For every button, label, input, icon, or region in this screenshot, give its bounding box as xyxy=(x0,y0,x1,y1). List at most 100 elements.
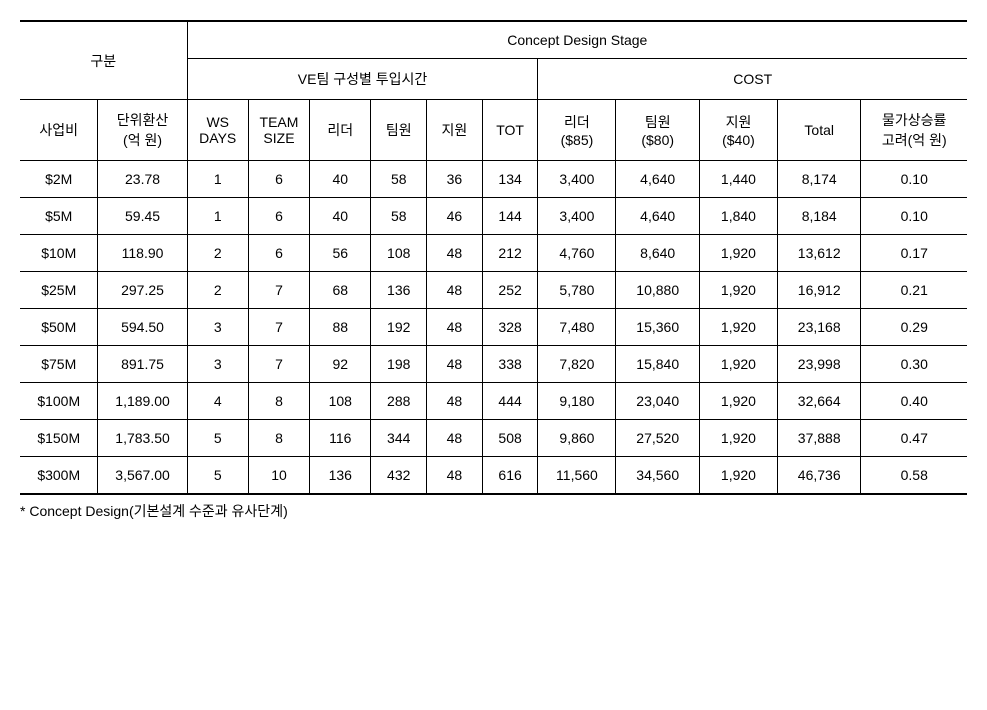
th-sub-cost: COST xyxy=(538,59,967,100)
cell-c10: 15,360 xyxy=(616,309,700,346)
cell-c2: 1,783.50 xyxy=(98,420,187,457)
cell-c1: $10M xyxy=(20,235,98,272)
cell-c2: 594.50 xyxy=(98,309,187,346)
cell-c3: 5 xyxy=(187,457,248,495)
table-row: $2M23.78164058361343,4004,6401,4408,1740… xyxy=(20,161,967,198)
cell-c9: 5,780 xyxy=(538,272,616,309)
cell-c6: 344 xyxy=(371,420,427,457)
cell-c6: 58 xyxy=(371,198,427,235)
cell-c6: 136 xyxy=(371,272,427,309)
cell-c4: 6 xyxy=(248,161,309,198)
cell-c3: 3 xyxy=(187,309,248,346)
cell-c4: 7 xyxy=(248,309,309,346)
th-col9: 리더($85) xyxy=(538,100,616,161)
cell-c3: 1 xyxy=(187,198,248,235)
cell-c13: 0.58 xyxy=(861,457,967,495)
cell-c11: 1,840 xyxy=(699,198,777,235)
cell-c12: 8,184 xyxy=(777,198,861,235)
cell-c4: 7 xyxy=(248,346,309,383)
cell-c2: 3,567.00 xyxy=(98,457,187,495)
th-sub-ve: VE팀 구성별 투입시간 xyxy=(187,59,538,100)
th-col10: 팀원($80) xyxy=(616,100,700,161)
th-col7: 지원 xyxy=(427,100,483,161)
cell-c8: 508 xyxy=(482,420,538,457)
cell-c13: 0.10 xyxy=(861,198,967,235)
th-col8: TOT xyxy=(482,100,538,161)
cell-c4: 7 xyxy=(248,272,309,309)
cell-c3: 2 xyxy=(187,272,248,309)
cell-c10: 10,880 xyxy=(616,272,700,309)
th-col11: 지원($40) xyxy=(699,100,777,161)
cell-c1: $300M xyxy=(20,457,98,495)
cell-c4: 6 xyxy=(248,235,309,272)
cell-c6: 192 xyxy=(371,309,427,346)
cell-c7: 48 xyxy=(427,235,483,272)
cell-c8: 616 xyxy=(482,457,538,495)
cell-c6: 58 xyxy=(371,161,427,198)
cell-c3: 3 xyxy=(187,346,248,383)
cell-c12: 32,664 xyxy=(777,383,861,420)
cell-c8: 444 xyxy=(482,383,538,420)
th-col13: 물가상승률고려(억 원) xyxy=(861,100,967,161)
cell-c5: 92 xyxy=(310,346,371,383)
cell-c10: 15,840 xyxy=(616,346,700,383)
cell-c13: 0.47 xyxy=(861,420,967,457)
cell-c6: 288 xyxy=(371,383,427,420)
cell-c13: 0.30 xyxy=(861,346,967,383)
cell-c13: 0.21 xyxy=(861,272,967,309)
cell-c5: 108 xyxy=(310,383,371,420)
cell-c7: 48 xyxy=(427,420,483,457)
table-row: $150M1,783.5058116344485089,86027,5201,9… xyxy=(20,420,967,457)
cell-c11: 1,440 xyxy=(699,161,777,198)
cell-c9: 3,400 xyxy=(538,161,616,198)
cell-c13: 0.17 xyxy=(861,235,967,272)
cell-c10: 34,560 xyxy=(616,457,700,495)
cell-c7: 48 xyxy=(427,272,483,309)
th-col6: 팀원 xyxy=(371,100,427,161)
cell-c1: $50M xyxy=(20,309,98,346)
th-group-left: 구분 xyxy=(20,21,187,100)
table-row: $50M594.503788192483287,48015,3601,92023… xyxy=(20,309,967,346)
cell-c3: 5 xyxy=(187,420,248,457)
cell-c8: 252 xyxy=(482,272,538,309)
cell-c11: 1,920 xyxy=(699,309,777,346)
table-row: $25M297.252768136482525,78010,8801,92016… xyxy=(20,272,967,309)
cell-c8: 212 xyxy=(482,235,538,272)
cell-c1: $100M xyxy=(20,383,98,420)
cell-c1: $150M xyxy=(20,420,98,457)
cell-c9: 3,400 xyxy=(538,198,616,235)
cell-c11: 1,920 xyxy=(699,346,777,383)
cell-c12: 16,912 xyxy=(777,272,861,309)
cell-c10: 23,040 xyxy=(616,383,700,420)
cell-c6: 432 xyxy=(371,457,427,495)
cell-c5: 88 xyxy=(310,309,371,346)
cell-c7: 48 xyxy=(427,457,483,495)
cell-c7: 36 xyxy=(427,161,483,198)
cell-c8: 134 xyxy=(482,161,538,198)
cell-c2: 118.90 xyxy=(98,235,187,272)
cell-c2: 891.75 xyxy=(98,346,187,383)
cell-c1: $5M xyxy=(20,198,98,235)
cell-c5: 40 xyxy=(310,161,371,198)
table-row: $5M59.45164058461443,4004,6401,8408,1840… xyxy=(20,198,967,235)
cell-c1: $2M xyxy=(20,161,98,198)
table-header: 구분 Concept Design Stage VE팀 구성별 투입시간 COS… xyxy=(20,21,967,161)
cell-c11: 1,920 xyxy=(699,420,777,457)
cell-c13: 0.29 xyxy=(861,309,967,346)
table-row: $75M891.753792198483387,82015,8401,92023… xyxy=(20,346,967,383)
cell-c6: 198 xyxy=(371,346,427,383)
cell-c4: 10 xyxy=(248,457,309,495)
cell-c5: 116 xyxy=(310,420,371,457)
cell-c9: 9,860 xyxy=(538,420,616,457)
cell-c7: 48 xyxy=(427,346,483,383)
table-row: $100M1,189.0048108288484449,18023,0401,9… xyxy=(20,383,967,420)
cell-c8: 144 xyxy=(482,198,538,235)
table-body: $2M23.78164058361343,4004,6401,4408,1740… xyxy=(20,161,967,495)
cell-c1: $25M xyxy=(20,272,98,309)
cell-c9: 11,560 xyxy=(538,457,616,495)
cell-c1: $75M xyxy=(20,346,98,383)
cell-c12: 13,612 xyxy=(777,235,861,272)
cell-c3: 2 xyxy=(187,235,248,272)
cell-c2: 23.78 xyxy=(98,161,187,198)
cost-table: 구분 Concept Design Stage VE팀 구성별 투입시간 COS… xyxy=(20,20,967,495)
